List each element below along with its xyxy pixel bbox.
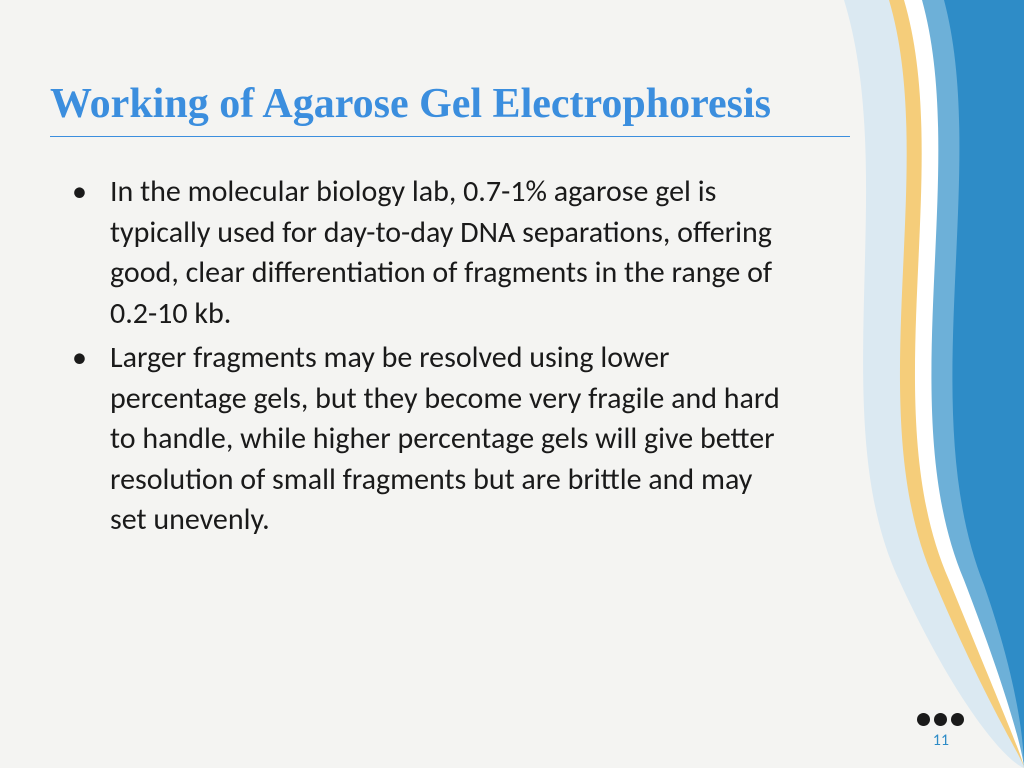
slide-content: Working of Agarose Gel Electrophoresis I…	[0, 0, 850, 768]
wave-deep-blue	[944, 0, 1024, 768]
wave-mid-blue	[922, 0, 1024, 768]
page-number: 11	[933, 731, 949, 750]
bullet-item: In the molecular biology lab, 0.7-1% aga…	[110, 172, 810, 334]
dot-icon	[917, 713, 930, 726]
dot-icon	[951, 713, 964, 726]
wave-white	[904, 0, 1024, 768]
slide-title: Working of Agarose Gel Electrophoresis	[50, 80, 810, 128]
bullet-list: In the molecular biology lab, 0.7-1% aga…	[50, 172, 810, 541]
dot-icon	[934, 713, 947, 726]
ellipsis-dots	[917, 713, 964, 726]
wave-pale-blue	[844, 0, 1024, 768]
bullet-item: Larger fragments may be resolved using l…	[110, 338, 810, 541]
wave-yellow	[889, 0, 1024, 768]
title-underline	[50, 136, 850, 137]
